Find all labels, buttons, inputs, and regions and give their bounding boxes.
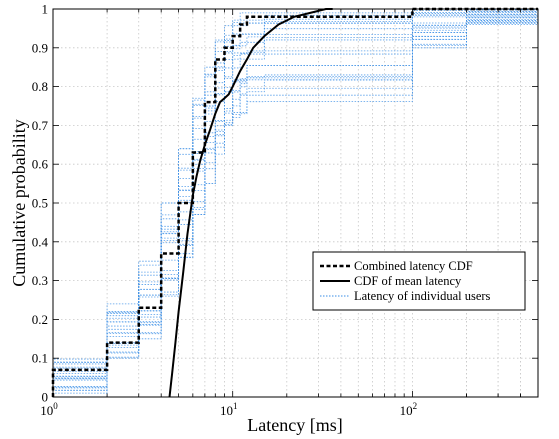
individual-user-curve <box>52 9 539 397</box>
y-tick-label: 0.4 <box>32 234 49 249</box>
y-tick-label: 0.3 <box>32 273 48 288</box>
y-tick-label: 1 <box>42 2 49 17</box>
y-tick-label: 0.8 <box>32 79 48 94</box>
y-tick-label: 0.2 <box>32 312 48 327</box>
grid <box>53 9 539 397</box>
individual-user-curve <box>52 9 539 397</box>
series-combined-cdf <box>51 7 538 397</box>
y-tick-label: 0.9 <box>32 40 48 55</box>
legend-label-combined: Combined latency CDF <box>354 259 473 273</box>
x-tick-label: 102 <box>400 401 418 418</box>
combined-cdf-line <box>51 7 538 397</box>
y-tick-label: 0.6 <box>32 157 49 172</box>
x-tick-label: 100 <box>40 401 58 418</box>
y-axis-label: Cumulative probability <box>9 119 29 286</box>
legend-label-mean: CDF of mean latency <box>354 274 462 288</box>
y-tick-label: 0.5 <box>32 196 48 211</box>
individual-user-curve <box>53 9 539 398</box>
series-mean-latency <box>168 8 333 398</box>
y-tick-label: 0 <box>42 390 49 405</box>
individual-user-curve <box>52 9 539 397</box>
mean-latency-cdf-line <box>168 8 333 398</box>
legend-label-individual: Latency of individual users <box>354 289 491 303</box>
y-tick-label: 0.7 <box>32 118 49 133</box>
individual-user-curve <box>52 9 539 397</box>
x-axis-label: Latency [ms] <box>247 415 342 435</box>
legend: Combined latency CDF CDF of mean latency… <box>312 251 526 311</box>
series-individual-users <box>52 8 539 398</box>
y-tick-label: 0.1 <box>32 351 48 366</box>
y-ticks: 0 0.1 0.2 0.3 0.4 0.5 0.6 0.7 0.8 0.9 1 <box>32 2 538 405</box>
x-ticks: 100 101 102 <box>40 9 539 418</box>
individual-user-curve <box>52 9 539 397</box>
x-tick-label: 101 <box>220 401 238 418</box>
